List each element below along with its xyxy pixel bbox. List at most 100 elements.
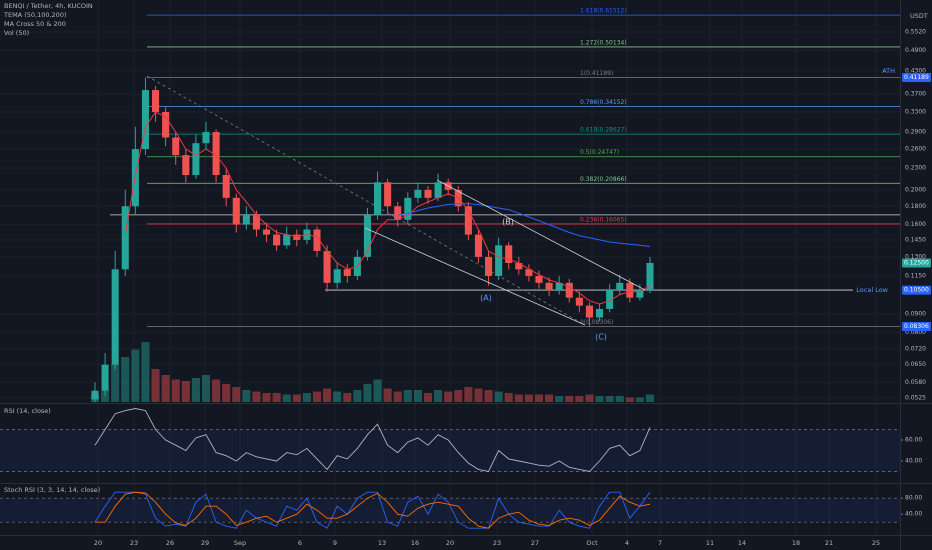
candle-body xyxy=(394,206,402,220)
axis-unit: USDT xyxy=(910,12,928,20)
candle-body xyxy=(585,305,593,318)
fib-label: 1.618(0.61512) xyxy=(580,8,627,15)
volume-bar xyxy=(645,394,655,402)
y-tick-label: 0.0720 xyxy=(905,345,926,352)
candle-body xyxy=(636,290,644,298)
candle-body xyxy=(323,250,331,283)
candle-body xyxy=(141,90,149,150)
candle-body xyxy=(343,269,351,276)
x-tick-label: 29 xyxy=(201,539,209,547)
x-tick-label: 11 xyxy=(706,539,714,547)
pane-title: RSI (14, close) xyxy=(4,407,51,415)
candle-body xyxy=(212,132,220,176)
y-tick-label: 0.3700 xyxy=(905,91,926,98)
volume-bar xyxy=(403,390,412,402)
annotation: (C) xyxy=(595,333,607,342)
y-tick-label: 0.4300 xyxy=(905,67,926,74)
volume-bar xyxy=(413,390,422,402)
y-tick-label: 40.00 xyxy=(905,511,922,518)
moving-average xyxy=(124,111,651,305)
y-tick-label: 60.00 xyxy=(905,436,922,443)
x-tick-label: 13 xyxy=(378,539,386,547)
volume-bar xyxy=(565,396,574,402)
volume-bar xyxy=(444,391,453,402)
price-label: 0.10500 xyxy=(904,287,929,294)
volume-bar xyxy=(242,390,251,402)
y-tick-label: 0.1450 xyxy=(905,236,926,243)
candle-body xyxy=(111,269,119,365)
chart-title: BENQI / Tether, 4h, KUCOIN xyxy=(4,2,93,10)
y-tick-label: 0.4900 xyxy=(905,47,926,54)
volume-bar xyxy=(131,349,140,402)
y-tick-label: 0.0525 xyxy=(905,394,926,401)
annotation: Local Low xyxy=(856,286,888,294)
y-tick-label: 0.3300 xyxy=(905,108,926,115)
candle-body xyxy=(263,229,271,235)
x-tick-label: 20 xyxy=(446,539,454,547)
volume-bar xyxy=(555,396,564,402)
x-tick-label: 16 xyxy=(411,539,419,547)
annotation: ATH xyxy=(882,67,895,75)
candle-body xyxy=(293,234,301,240)
candle-body xyxy=(646,262,654,291)
candle-body xyxy=(404,197,412,220)
moving-average xyxy=(397,203,651,247)
candle-body xyxy=(535,275,543,283)
y-tick-label: 0.1600 xyxy=(905,221,926,228)
y-tick-label: 40.00 xyxy=(905,457,922,464)
volume-bar xyxy=(121,357,130,402)
candle-body xyxy=(616,282,624,291)
candle-body xyxy=(313,229,321,251)
candle-body xyxy=(434,182,442,198)
indicator-legend: TEMA (50,100,200) xyxy=(3,11,67,19)
volume-bar xyxy=(615,396,624,402)
volume-bar xyxy=(333,391,342,402)
volume-bar xyxy=(151,369,160,402)
x-tick-label: 25 xyxy=(872,539,880,547)
candle-body xyxy=(555,282,563,291)
candle-body xyxy=(525,269,533,276)
candle-body xyxy=(565,282,573,298)
candle-body xyxy=(596,308,604,318)
candle-body xyxy=(172,137,180,156)
volume-bar xyxy=(484,390,493,402)
volume-bar xyxy=(464,387,473,402)
x-tick-label: Sep xyxy=(234,539,246,547)
y-tick-label: 0.1800 xyxy=(905,203,926,210)
volume-bar xyxy=(232,387,241,402)
volume-bar xyxy=(141,342,150,402)
x-tick-label: 23 xyxy=(130,539,138,547)
volume-bar xyxy=(323,388,332,402)
price-label: 0.12500 xyxy=(904,259,929,266)
candle-body xyxy=(222,175,230,198)
y-tick-label: 0.2300 xyxy=(905,165,926,172)
volume-bar xyxy=(292,394,301,402)
candle-body xyxy=(626,282,634,298)
y-tick-label: 0.0650 xyxy=(905,361,926,368)
x-tick-label: 14 xyxy=(738,539,746,547)
volume-bar xyxy=(181,381,190,402)
plot-layer: 20 23 26 29 Sep 6 9 13 16 20 23 27 Oct 4 7 11 14 18 21 25 0.… xyxy=(0,8,931,547)
volume-bar xyxy=(434,390,443,402)
y-tick-label: 0.5520 xyxy=(905,28,926,35)
candle-body xyxy=(232,197,240,225)
x-tick-label: 9 xyxy=(333,539,337,547)
x-tick-label: 26 xyxy=(166,539,174,547)
volume-bar xyxy=(635,397,644,402)
indicator-legend: Vol (50) xyxy=(4,29,29,37)
channel-line xyxy=(436,179,646,291)
candle-body xyxy=(162,111,170,138)
channel-line xyxy=(364,227,586,326)
fib-label: 1.272(0.50134) xyxy=(580,39,627,46)
fib-label: 0.382(0.20866) xyxy=(580,176,627,183)
fib-label: 0.5(0.24747) xyxy=(580,149,619,156)
x-tick-label: 4 xyxy=(625,539,629,547)
candle-body xyxy=(283,234,291,246)
x-tick-label: 7 xyxy=(658,539,662,547)
y-tick-label: 0.1150 xyxy=(905,272,926,279)
x-tick-label: 20 xyxy=(94,539,102,547)
volume-bar xyxy=(524,394,533,402)
y-tick-label: 0.0800 xyxy=(905,329,926,336)
volume-bar xyxy=(575,396,584,402)
